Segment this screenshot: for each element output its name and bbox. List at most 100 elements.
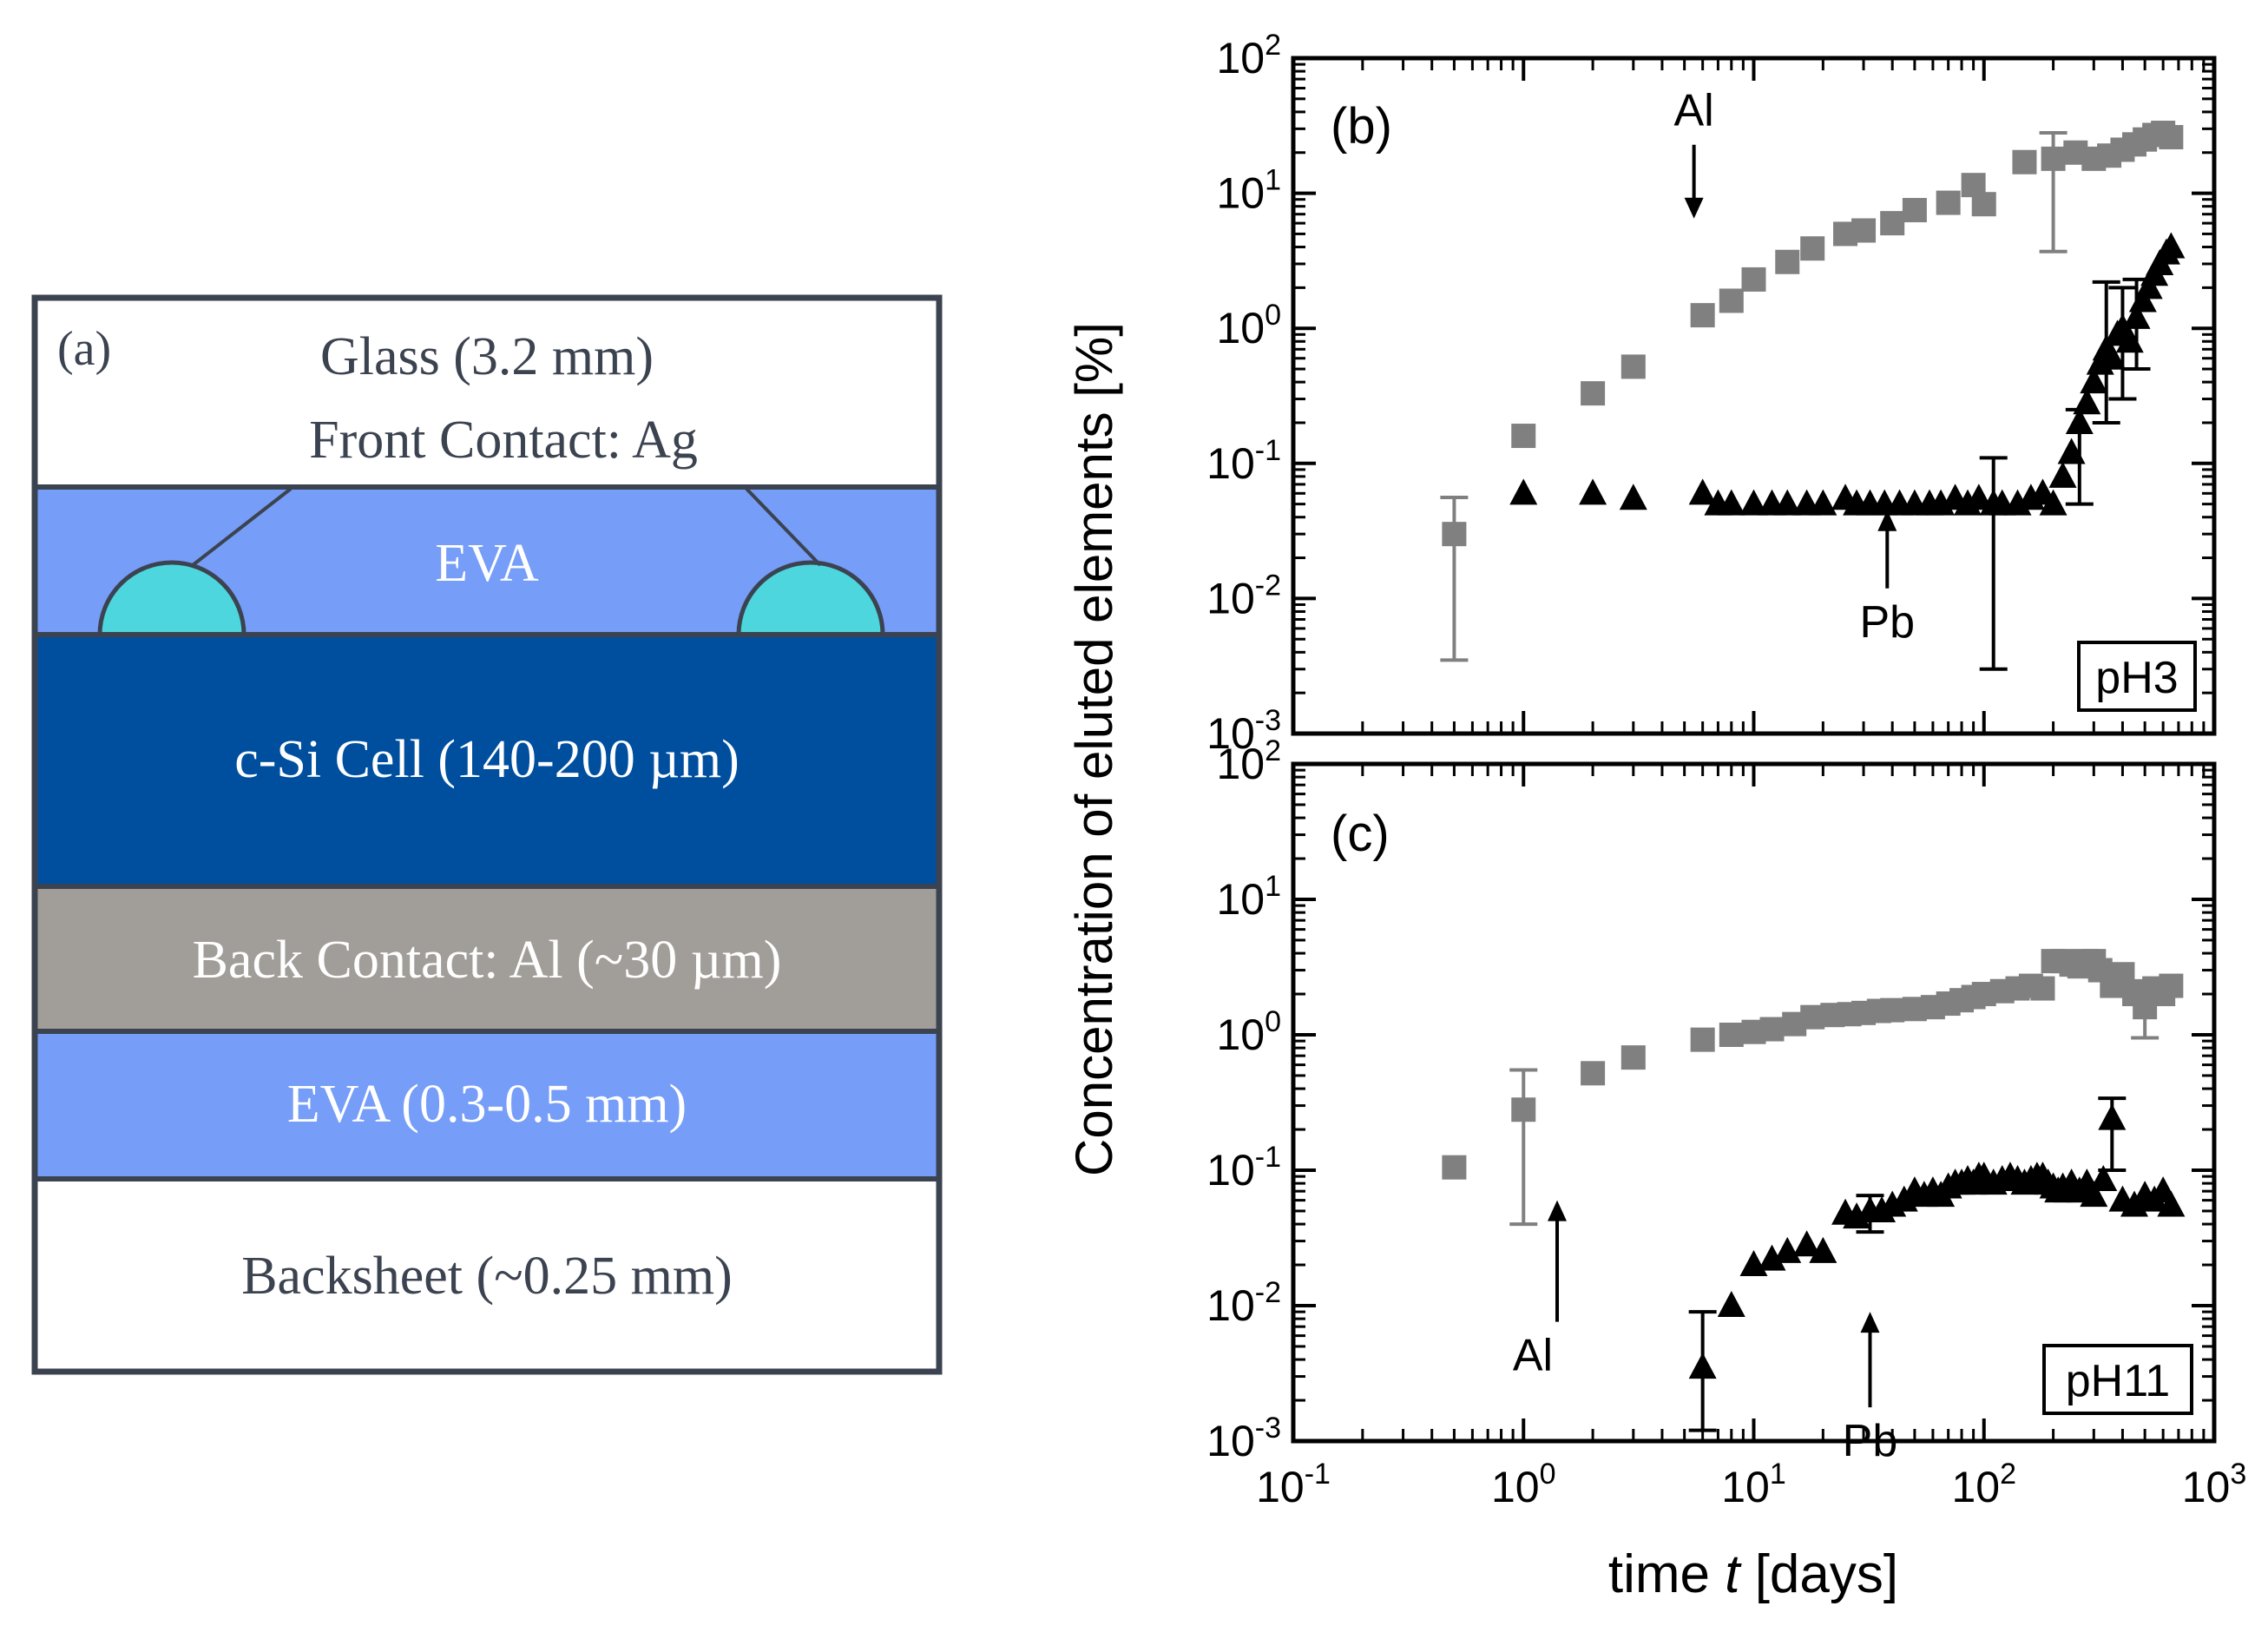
data-point-pb — [1688, 1353, 1717, 1379]
y-tick-label: 10-3 — [1206, 1412, 1281, 1465]
y-tick-label-base: 10 — [1206, 439, 1255, 488]
data-point-pb — [2115, 326, 2144, 353]
y-tick-label-base: 10 — [1206, 709, 1255, 758]
y-tick-label: 10-2 — [1206, 569, 1281, 622]
eva-bottom-label: EVA (0.3-0.5 mm) — [287, 1075, 687, 1134]
data-point-al — [1719, 288, 1744, 313]
data-point-al — [1690, 303, 1715, 328]
data-point-al — [2041, 146, 2066, 171]
x-tick-label-exponent: 1 — [1770, 1458, 1786, 1491]
data-point-al — [1971, 192, 1996, 217]
module-cross-section-diagram: (a) Glass (3.2 mm) Front Contact: Ag EVA… — [31, 294, 943, 1375]
data-point-al — [1902, 198, 1927, 223]
data-point-pb — [1717, 1291, 1745, 1317]
y-tick-label-base: 10 — [1206, 1281, 1255, 1330]
y-tick-label-base: 10 — [1216, 1010, 1265, 1059]
x-tick-label: 100 — [1491, 1458, 1556, 1511]
data-point-pb — [1619, 484, 1647, 510]
annotation-label-al: Al — [1674, 86, 1714, 136]
data-point-pb — [1717, 489, 1745, 516]
y-tick-label-base: 10 — [1206, 574, 1255, 622]
data-point-pb — [2098, 343, 2127, 370]
y-tick-label: 10-2 — [1206, 1276, 1281, 1330]
y-tick-label: 101 — [1216, 870, 1281, 924]
x-tick-label-base: 10 — [1721, 1463, 1770, 1511]
x-tick-label-exponent: -1 — [1305, 1458, 1331, 1491]
data-point-al — [2159, 973, 2184, 998]
y-tick-label-base: 10 — [1206, 1146, 1255, 1195]
x-tick-label-base: 10 — [2182, 1463, 2231, 1511]
y-tick-label-base: 10 — [1216, 34, 1265, 82]
y-tick-label-exponent: 2 — [1265, 29, 1281, 62]
y-tick-label-base: 10 — [1206, 1417, 1255, 1465]
y-tick-label-exponent: -2 — [1255, 1276, 1281, 1309]
layer-dividers — [35, 484, 939, 1182]
panel-label: (c) — [1331, 806, 1390, 862]
y-tick-label-exponent: -1 — [1255, 1141, 1281, 1174]
data-point-pb — [2039, 489, 2067, 516]
data-point-al — [1511, 1097, 1536, 1122]
data-point-pb — [1773, 489, 1802, 516]
data-point-al — [1880, 997, 1905, 1023]
y-tick-label-base: 10 — [1216, 875, 1265, 924]
y-tick-label-base: 10 — [1216, 740, 1265, 788]
annotation-label-pb: Pb — [1859, 597, 1915, 648]
data-point-pb — [1773, 1236, 1802, 1263]
data-point-al — [1581, 1061, 1606, 1086]
x-tick-label-base: 10 — [1951, 1463, 2000, 1511]
data-point-pb — [1579, 478, 1607, 505]
x-tick-label: 103 — [2182, 1458, 2247, 1511]
data-point-al — [1719, 1023, 1744, 1047]
y-tick-label: 102 — [1216, 29, 1281, 82]
data-point-al — [1581, 381, 1606, 406]
data-point-al — [1775, 249, 1800, 274]
y-tick-label: 100 — [1216, 299, 1281, 352]
ag-contact-right — [736, 560, 885, 637]
data-point-al — [2030, 976, 2055, 1001]
data-point-pb — [1792, 1230, 1821, 1257]
layer-cell — [35, 635, 939, 886]
data-point-pb — [2065, 407, 2094, 434]
cell-label: c-Si Cell (140-200 µm) — [234, 730, 740, 789]
x-tick-label: 101 — [1721, 1458, 1786, 1511]
x-tick-label-exponent: 3 — [2230, 1458, 2246, 1491]
annotation-label-al: Al — [1513, 1331, 1553, 1381]
y-tick-label: 101 — [1216, 164, 1281, 218]
y-tick-label-exponent: 0 — [1265, 299, 1281, 332]
data-point-al — [1620, 1045, 1646, 1070]
data-point-al — [2012, 149, 2037, 174]
y-tick-label-exponent: -3 — [1255, 1412, 1281, 1445]
data-point-pb — [2089, 1165, 2118, 1192]
y-tick-label-exponent: 0 — [1265, 1005, 1281, 1038]
y-tick-label-base: 10 — [1216, 304, 1265, 352]
data-point-pb — [2128, 286, 2157, 313]
data-point-pb — [1964, 484, 1993, 510]
annotation-arrowhead — [1860, 1312, 1880, 1333]
data-point-pb — [1809, 489, 1837, 516]
ph-label: pH3 — [2095, 653, 2178, 703]
y-tick-label: 100 — [1216, 1005, 1281, 1059]
ag-leader-left — [191, 487, 293, 567]
panel-a-label: (a) — [57, 322, 111, 376]
y-tick-label-base: 10 — [1216, 169, 1265, 218]
y-tick-label-exponent: -2 — [1255, 569, 1281, 602]
panel-label: (b) — [1331, 98, 1392, 155]
x-axis-title: time t [days] — [1608, 1544, 1898, 1604]
layer-glass — [35, 298, 939, 487]
shared-axis-labels: Concentration of eluted elements [%] time… — [1065, 322, 1898, 1604]
data-point-pb — [2157, 232, 2186, 259]
x-axis-title-prefix: time — [1608, 1544, 1725, 1604]
x-tick-label-base: 10 — [1256, 1463, 1305, 1511]
data-point-pb — [2080, 367, 2108, 394]
data-point-al — [1442, 522, 1467, 547]
x-tick-label-base: 10 — [1491, 1463, 1540, 1511]
data-point-pb — [2157, 1190, 2186, 1217]
data-point-al — [1511, 424, 1536, 449]
x-tick-label-exponent: 2 — [2000, 1458, 2016, 1491]
back-contact-label: Back Contact: Al (~30 µm) — [193, 931, 782, 990]
data-point-pb — [1688, 478, 1717, 505]
data-point-pb — [1509, 478, 1538, 505]
